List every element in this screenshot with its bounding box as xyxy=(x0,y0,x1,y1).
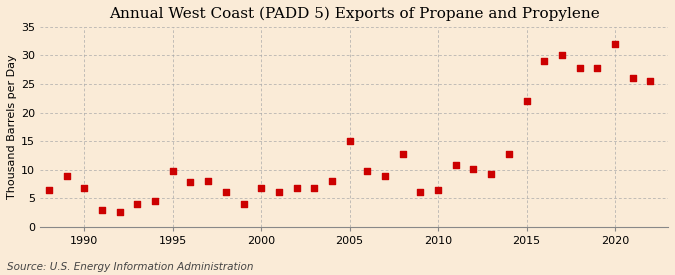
Point xyxy=(415,189,426,194)
Point xyxy=(556,53,567,57)
Point xyxy=(344,139,355,143)
Point xyxy=(273,189,284,194)
Point xyxy=(592,66,603,70)
Point xyxy=(362,169,373,173)
Point xyxy=(539,59,549,63)
Point xyxy=(521,99,532,103)
Point xyxy=(132,202,143,206)
Text: Source: U.S. Energy Information Administration: Source: U.S. Energy Information Administ… xyxy=(7,262,253,272)
Point xyxy=(398,152,408,156)
Point xyxy=(433,188,443,192)
Point xyxy=(79,186,90,190)
Point xyxy=(44,188,55,192)
Point xyxy=(97,208,107,212)
Point xyxy=(202,179,213,183)
Point xyxy=(114,209,125,214)
Point xyxy=(468,166,479,171)
Point xyxy=(379,173,390,178)
Point xyxy=(238,202,249,206)
Point xyxy=(61,173,72,178)
Point xyxy=(185,180,196,185)
Point xyxy=(645,79,656,83)
Point xyxy=(610,42,620,46)
Point xyxy=(486,172,497,177)
Title: Annual West Coast (PADD 5) Exports of Propane and Propylene: Annual West Coast (PADD 5) Exports of Pr… xyxy=(109,7,599,21)
Point xyxy=(221,189,232,194)
Point xyxy=(309,186,320,190)
Point xyxy=(504,152,514,156)
Point xyxy=(291,186,302,190)
Point xyxy=(327,179,338,183)
Point xyxy=(256,186,267,190)
Point xyxy=(150,199,161,204)
Point xyxy=(627,76,638,80)
Point xyxy=(450,163,461,167)
Point xyxy=(167,169,178,173)
Point xyxy=(574,66,585,70)
Y-axis label: Thousand Barrels per Day: Thousand Barrels per Day xyxy=(7,54,17,199)
